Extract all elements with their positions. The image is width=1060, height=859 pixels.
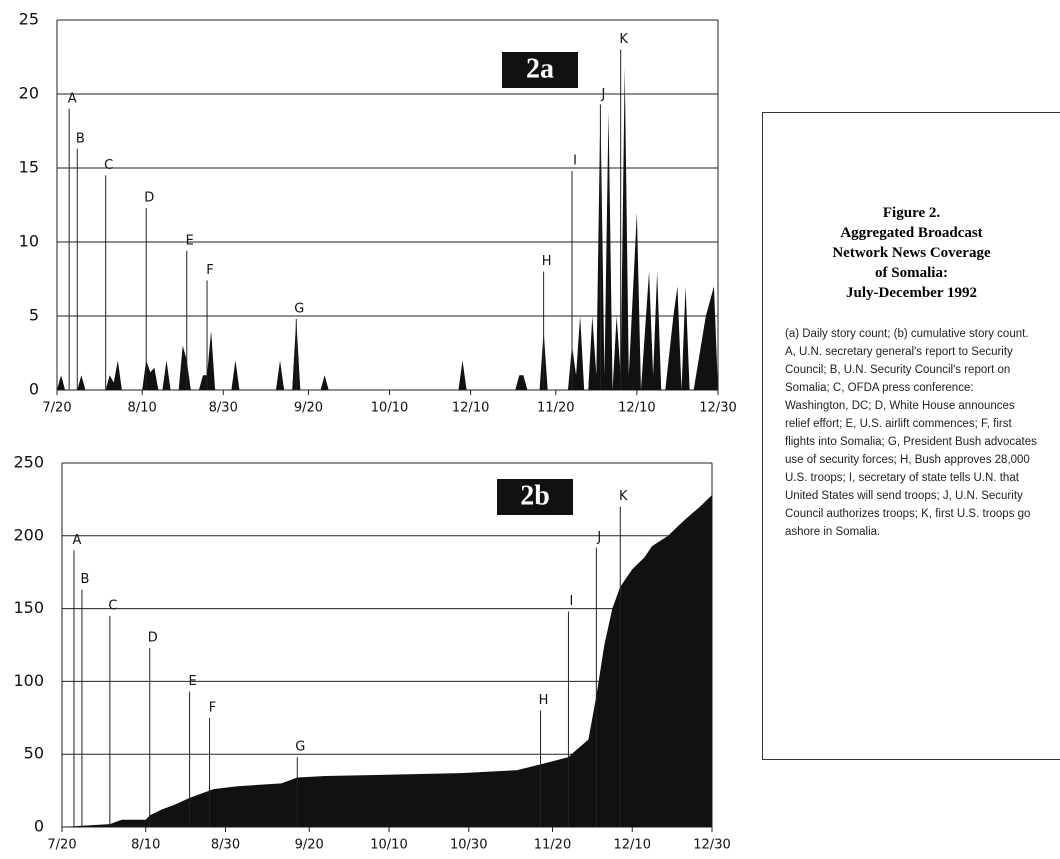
annotation-label: K xyxy=(619,489,628,504)
caption-box: Figure 2. Aggregated Broadcast Network New… xyxy=(762,112,1060,760)
x-tick-label: 7/20 xyxy=(47,838,76,853)
chart-title: 2a xyxy=(526,53,554,84)
caption-text: (a) Daily story count; (b) cumulative st… xyxy=(785,328,1037,538)
caption-title-line: Network News Coverage xyxy=(832,245,991,261)
annotation-label: B xyxy=(76,131,85,146)
x-tick-label: 12/30 xyxy=(699,401,736,416)
y-tick-label: 50 xyxy=(24,744,44,763)
annotation-label: J xyxy=(600,87,605,102)
caption-title: Figure 2. Aggregated Broadcast Network New… xyxy=(785,203,1038,303)
y-tick-label: 100 xyxy=(13,671,44,690)
annotation-label: G xyxy=(295,740,305,755)
x-tick-label: 10/10 xyxy=(371,401,408,416)
x-tick-label: 8/10 xyxy=(128,401,157,416)
x-tick-label: 8/30 xyxy=(211,838,240,853)
y-tick-label: 25 xyxy=(19,10,39,29)
x-tick-label: 10/10 xyxy=(370,838,407,853)
title-box xyxy=(497,479,573,515)
annotation-label: I xyxy=(573,153,577,168)
x-tick-label: 11/20 xyxy=(537,401,574,416)
caption-title-line: of Somalia: xyxy=(875,265,948,281)
y-tick-label: 0 xyxy=(29,380,39,399)
annotation-label: C xyxy=(108,598,117,613)
x-tick-label: 8/30 xyxy=(209,401,238,416)
caption-title-line: July-December 1992 xyxy=(846,285,977,301)
annotation-label: J xyxy=(596,530,601,545)
x-tick-label: 11/20 xyxy=(534,838,571,853)
caption-title-line: Figure 2. xyxy=(882,205,941,221)
annotation-label: D xyxy=(144,190,154,205)
caption-title-line: Aggregated Broadcast xyxy=(840,225,983,241)
area xyxy=(57,67,718,391)
annotation-label: F xyxy=(209,700,216,715)
y-tick-label: 250 xyxy=(13,453,44,472)
y-tick-label: 0 xyxy=(34,817,44,836)
title-box xyxy=(502,52,578,88)
charts: 0 5 10 15 20 25 7/20 8/10 8/30 9/20 10/10 12/10 11/2… xyxy=(13,10,736,853)
y-tick-label: 15 xyxy=(19,158,39,177)
y-tick-label: 200 xyxy=(13,525,44,544)
annotation-label: E xyxy=(186,233,194,248)
annotation-label: D xyxy=(148,630,158,645)
x-tick-label: 12/10 xyxy=(452,401,489,416)
y-tick-label: 5 xyxy=(29,306,39,325)
y-tick-label: 10 xyxy=(19,232,39,251)
x-tick-label: 7/20 xyxy=(42,401,71,416)
annotation-label: G xyxy=(294,301,304,316)
annotation-label: A xyxy=(73,533,82,548)
x-tick-label: 8/10 xyxy=(131,838,160,853)
annotation-label: C xyxy=(104,158,113,173)
annotation-label: K xyxy=(619,32,628,47)
annotation-label: F xyxy=(206,263,213,278)
annotation-label: I xyxy=(570,594,574,609)
x-tick-label: 9/20 xyxy=(295,838,324,853)
annotation-label: H xyxy=(542,254,552,269)
annotation-label: B xyxy=(80,572,89,587)
y-tick-label: 150 xyxy=(13,598,44,617)
x-tick-label: 12/10 xyxy=(618,401,655,416)
x-tick-label: 10/30 xyxy=(450,838,487,853)
annotation-label: E xyxy=(188,674,196,689)
annotation-label: A xyxy=(68,91,77,106)
x-tick-label: 12/10 xyxy=(614,838,651,853)
chart-title: 2b xyxy=(520,480,550,511)
area xyxy=(62,495,712,827)
x-tick-label: 9/20 xyxy=(294,401,323,416)
x-tick-label: 12/30 xyxy=(693,838,730,853)
y-tick-label: 20 xyxy=(19,84,39,103)
annotation-label: H xyxy=(539,693,549,708)
